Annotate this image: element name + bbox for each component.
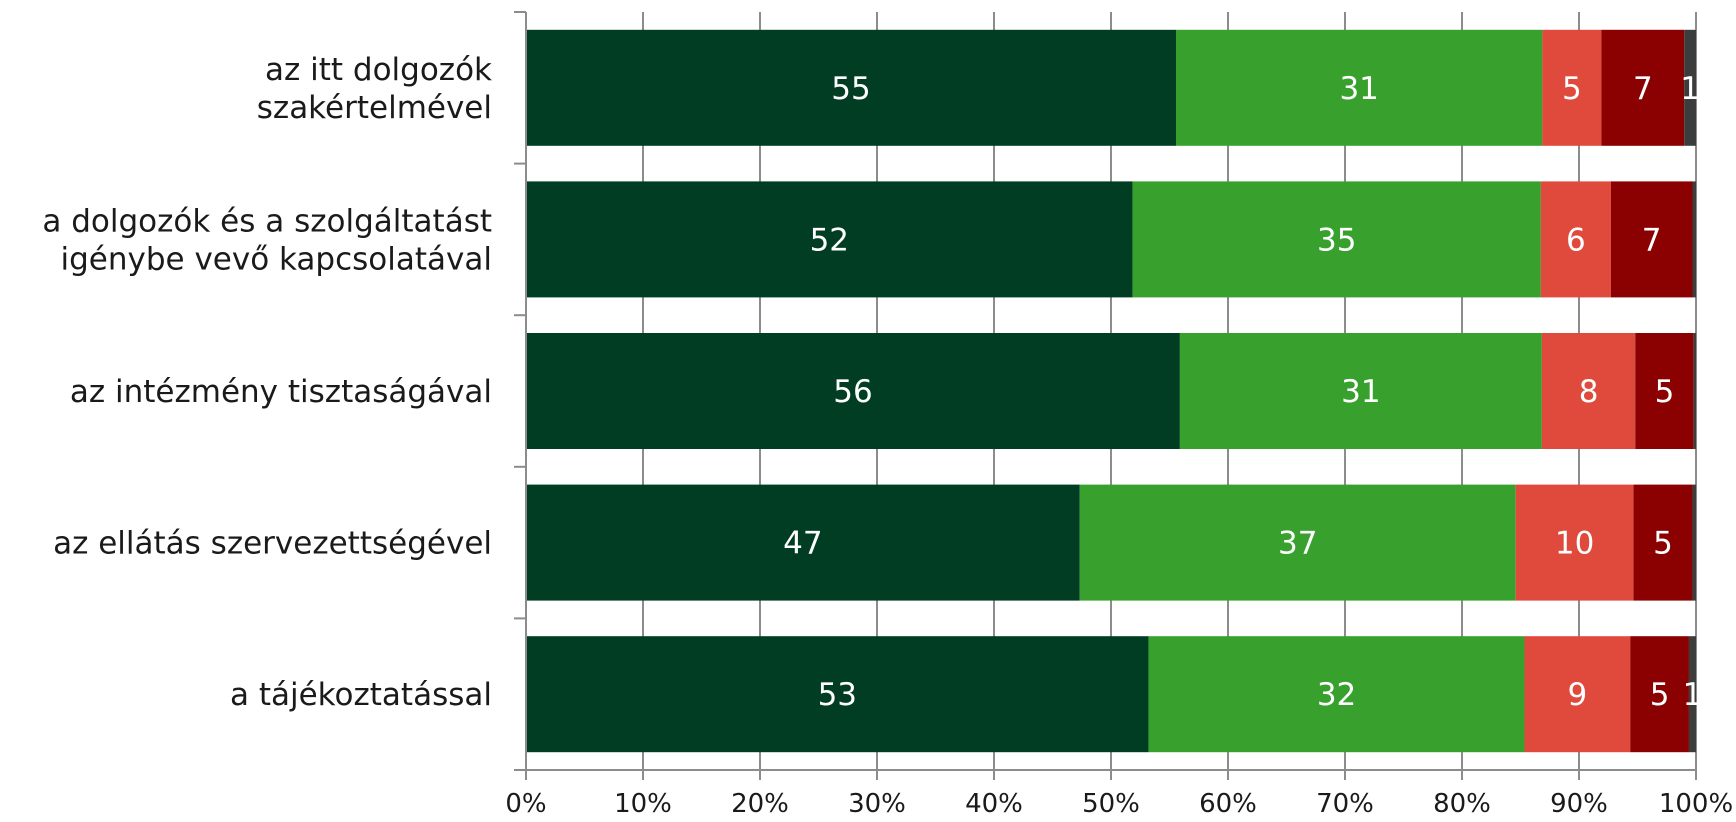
- x-tick-label: 0%: [505, 789, 546, 819]
- data-label: 31: [1341, 374, 1380, 410]
- bar-segment: [526, 181, 1133, 298]
- category-label: szakértelmével: [257, 90, 492, 126]
- bar-segment: [1541, 333, 1636, 449]
- bar-segment: [526, 636, 1149, 753]
- x-tick-label: 100%: [1659, 789, 1733, 819]
- bar-segment: [1684, 29, 1696, 146]
- x-tick-label: 40%: [965, 789, 1023, 819]
- x-tick-label: 20%: [731, 789, 789, 819]
- data-label: 35: [1317, 222, 1356, 258]
- bar-segment: [1601, 29, 1685, 146]
- category-label: a dolgozók és a szolgáltatást: [42, 203, 492, 239]
- bar-segment: [1524, 636, 1631, 753]
- data-label: 5: [1653, 526, 1673, 562]
- category-label: az intézmény tisztaságával: [70, 374, 492, 410]
- x-tick-label: 30%: [848, 789, 906, 819]
- data-label: 53: [818, 677, 857, 713]
- bar-segment: [1692, 181, 1696, 298]
- data-label: 9: [1567, 677, 1587, 713]
- bar-segment: [1688, 636, 1696, 753]
- x-tick-label: 70%: [1316, 789, 1374, 819]
- data-label: 1: [1680, 71, 1700, 107]
- data-label: 6: [1566, 222, 1586, 258]
- bar-segment: [1515, 484, 1634, 601]
- data-label: 56: [833, 374, 872, 410]
- data-label: 8: [1579, 374, 1599, 410]
- bar-segment: [526, 484, 1080, 601]
- category-label: a tájékoztatással: [230, 677, 492, 713]
- data-label: 47: [783, 526, 822, 562]
- data-label: 31: [1339, 71, 1378, 107]
- x-tick-label: 60%: [1199, 789, 1257, 819]
- data-label: 55: [831, 71, 870, 107]
- data-label: 7: [1633, 71, 1653, 107]
- bar-segment: [1630, 636, 1689, 753]
- bar-segment: [1179, 333, 1542, 449]
- bar-segment: [1610, 181, 1693, 298]
- x-tick-label: 80%: [1433, 789, 1491, 819]
- data-label: 32: [1317, 677, 1356, 713]
- category-label: igénybe vevő kapcsolatával: [60, 241, 492, 277]
- data-label: 52: [810, 222, 849, 258]
- category-label: az ellátás szervezettségével: [53, 526, 492, 562]
- category-label: az itt dolgozók: [265, 52, 492, 88]
- data-label: 5: [1650, 677, 1670, 713]
- data-label: 37: [1278, 526, 1317, 562]
- bar-segment: [1693, 333, 1696, 449]
- bar-segment: [526, 333, 1180, 449]
- x-tick-label: 50%: [1082, 789, 1140, 819]
- bar-segment: [526, 29, 1176, 146]
- data-label: 1: [1683, 677, 1703, 713]
- bar-segment: [1542, 29, 1602, 146]
- data-label: 5: [1562, 71, 1582, 107]
- bar-segment: [1148, 636, 1525, 753]
- bar-segment: [1132, 181, 1541, 298]
- bar-segment: [1079, 484, 1516, 601]
- bar-segment: [1692, 484, 1696, 601]
- data-label: 10: [1555, 526, 1594, 562]
- x-tick-label: 90%: [1550, 789, 1608, 819]
- x-tick-label: 10%: [614, 789, 672, 819]
- bar-segment: [1633, 484, 1693, 601]
- data-label: 7: [1642, 222, 1662, 258]
- bar-segment: [1635, 333, 1694, 449]
- bar-segment: [1540, 181, 1611, 298]
- data-label: 5: [1655, 374, 1675, 410]
- bar-segment: [1176, 29, 1543, 146]
